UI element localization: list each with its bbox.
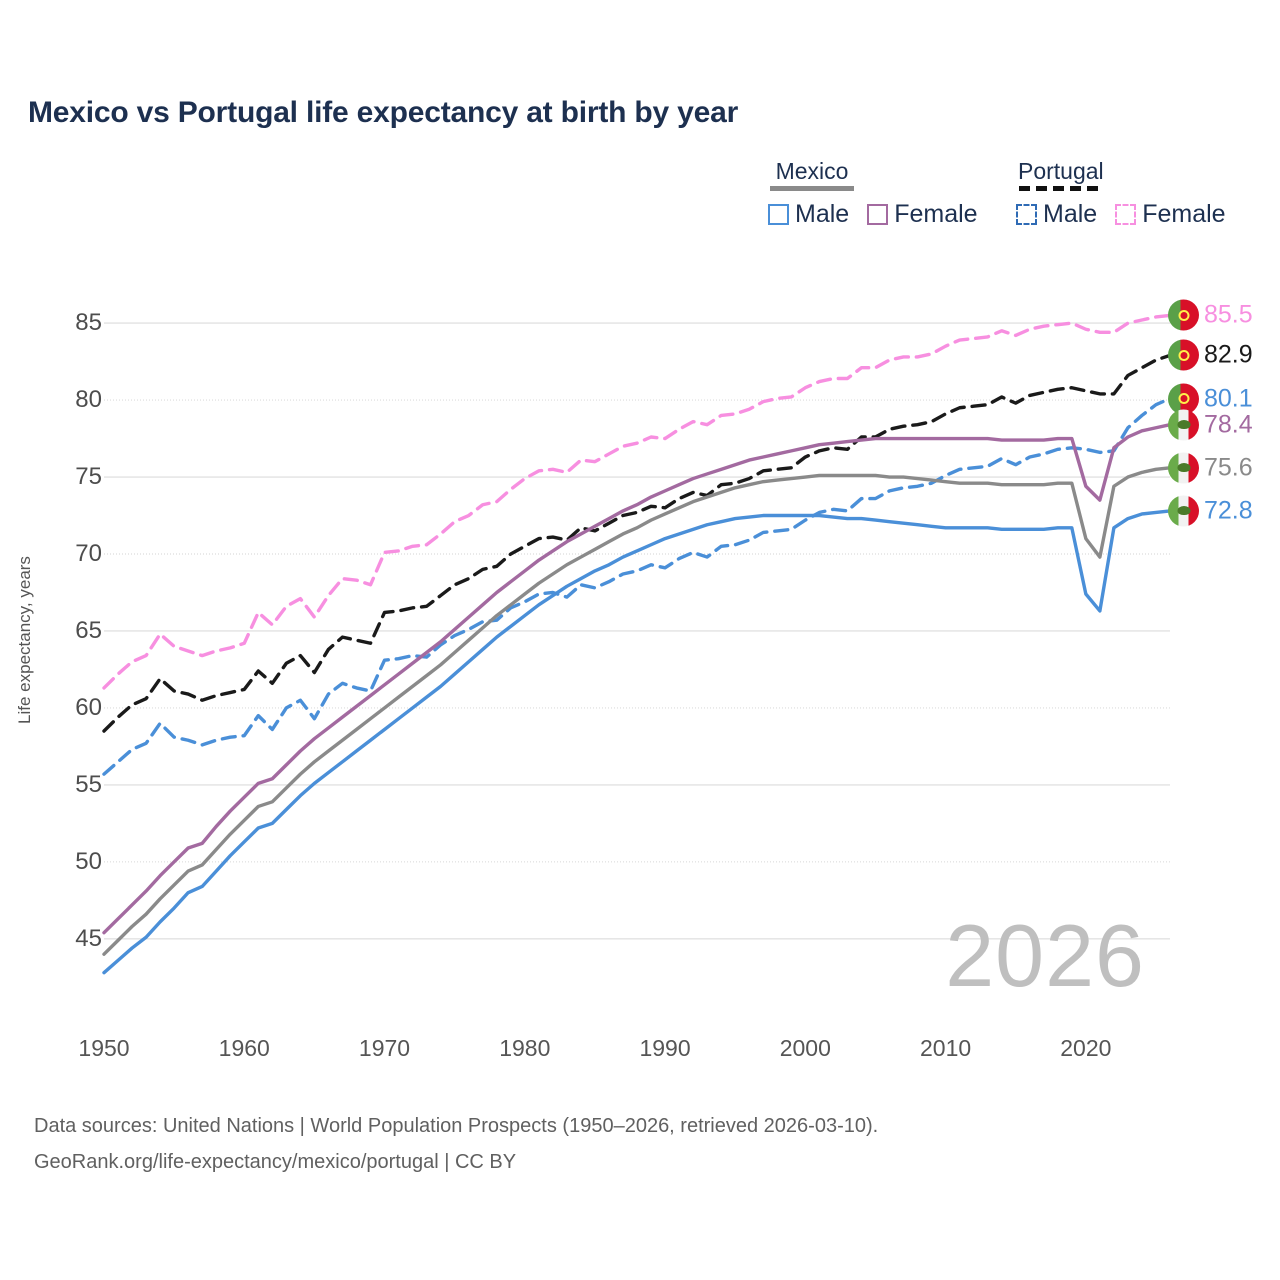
y-tick-label: 85 — [75, 309, 102, 337]
legend-items-portugal: Male Female — [1016, 200, 1226, 229]
end-label-portugal-total: 82.9 — [1168, 339, 1253, 371]
legend-swatch-icon-portugal-female — [1115, 204, 1137, 225]
flag-emblem-icon — [1178, 309, 1189, 321]
x-tick-label: 1990 — [639, 1035, 691, 1061]
portugal-flag-icon — [1168, 299, 1199, 331]
series-line-mexico-female — [102, 422, 1172, 935]
legend-item-mexico-male[interactable]: Male — [768, 200, 849, 229]
legend-label-mexico-male: Male — [795, 200, 850, 228]
y-tick-label: 75 — [75, 463, 102, 491]
footer-line-1: Data sources: United Nations | World Pop… — [34, 1115, 879, 1137]
end-label-value: 75.6 — [1204, 453, 1253, 482]
portugal-flag-icon — [1168, 383, 1199, 415]
end-label-value: 80.1 — [1204, 384, 1253, 413]
y-tick-label: 80 — [75, 386, 102, 414]
end-label-value: 82.9 — [1204, 340, 1253, 369]
year-watermark: 2026 — [945, 906, 1145, 1005]
end-label-mexico-total: 75.6 — [1168, 452, 1253, 484]
flag-emblem-icon — [1177, 420, 1190, 430]
legend-item-portugal-female[interactable]: Female — [1115, 200, 1226, 229]
end-label-value: 78.4 — [1204, 410, 1253, 439]
portugal-flag-icon — [1168, 339, 1199, 371]
y-tick-label: 60 — [75, 693, 102, 721]
legend-country-portugal: Portugal — [1018, 158, 1104, 184]
legend-swatch-icon-mexico-male — [768, 204, 789, 225]
series-line-portugal-total — [102, 353, 1172, 733]
flag-emblem-icon — [1178, 349, 1189, 361]
footer-line-2: GeoRank.org/life-expectancy/mexico/portu… — [34, 1151, 517, 1173]
end-label-value: 85.5 — [1204, 300, 1253, 329]
legend-label-portugal-male: Male — [1043, 200, 1098, 228]
end-label-portugal-male: 80.1 — [1168, 383, 1253, 415]
legend-group-portugal: Portugal — [1018, 158, 1104, 191]
flag-emblem-icon — [1178, 393, 1189, 405]
x-tick-label: 2000 — [779, 1035, 831, 1061]
y-tick-label: 55 — [75, 770, 102, 798]
x-tick-label: 1970 — [358, 1035, 411, 1061]
series-line-portugal-male — [102, 396, 1172, 776]
mexico-flag-icon — [1168, 452, 1199, 484]
legend-rule-portugal — [1018, 186, 1103, 191]
y-tick-label: 50 — [75, 847, 102, 875]
legend-rule-mexico — [770, 186, 854, 191]
y-tick-label: 45 — [75, 924, 102, 952]
x-tick-label: 1960 — [218, 1035, 270, 1061]
x-tick-label: 2020 — [1060, 1035, 1112, 1061]
mexico-flag-icon — [1168, 495, 1199, 527]
x-tick-label: 2010 — [919, 1035, 972, 1061]
series-line-mexico-total — [102, 466, 1172, 956]
end-label-portugal-female: 85.5 — [1168, 299, 1253, 331]
legend-item-portugal-male[interactable]: Male — [1016, 200, 1097, 229]
legend-country-mexico: Mexico — [775, 158, 849, 184]
y-tick-label: 70 — [75, 539, 102, 567]
end-label-mexico-female: 78.4 — [1168, 409, 1253, 441]
legend-label-portugal-female: Female — [1142, 200, 1226, 228]
end-label-mexico-male: 72.8 — [1168, 495, 1253, 527]
legend-swatch-icon-mexico-female — [867, 204, 889, 225]
flag-emblem-icon — [1177, 463, 1190, 473]
x-tick-label: 1980 — [499, 1035, 551, 1061]
mexico-flag-icon — [1168, 409, 1199, 441]
series-end-labels: 85.5 82.9 80.1 78.4 75.6 72.8 — [1168, 0, 1280, 1280]
footer-credits: Data sources: United Nations | World Pop… — [34, 1108, 878, 1180]
end-label-value: 72.8 — [1204, 496, 1253, 525]
series-line-mexico-male — [102, 509, 1172, 975]
legend-group-mexico: Mexico — [770, 158, 854, 191]
y-tick-label: 65 — [75, 616, 102, 644]
page-title: Mexico vs Portugal life expectancy at bi… — [28, 96, 739, 129]
legend-swatch-icon-portugal-male — [1016, 204, 1037, 225]
y-axis-ticks: 45 50 55 60 65 70 75 80 85 — [40, 0, 102, 1280]
legend-label-mexico-female: Female — [894, 200, 978, 228]
chart-legend: Mexico Portugal Male Female Male — [760, 158, 1260, 248]
flag-emblem-icon — [1177, 506, 1190, 516]
legend-items-mexico: Male Female — [768, 200, 978, 229]
legend-item-mexico-female[interactable]: Female — [867, 200, 978, 229]
x-tick-label: 1950 — [78, 1035, 130, 1061]
series-line-portugal-female — [102, 313, 1172, 690]
